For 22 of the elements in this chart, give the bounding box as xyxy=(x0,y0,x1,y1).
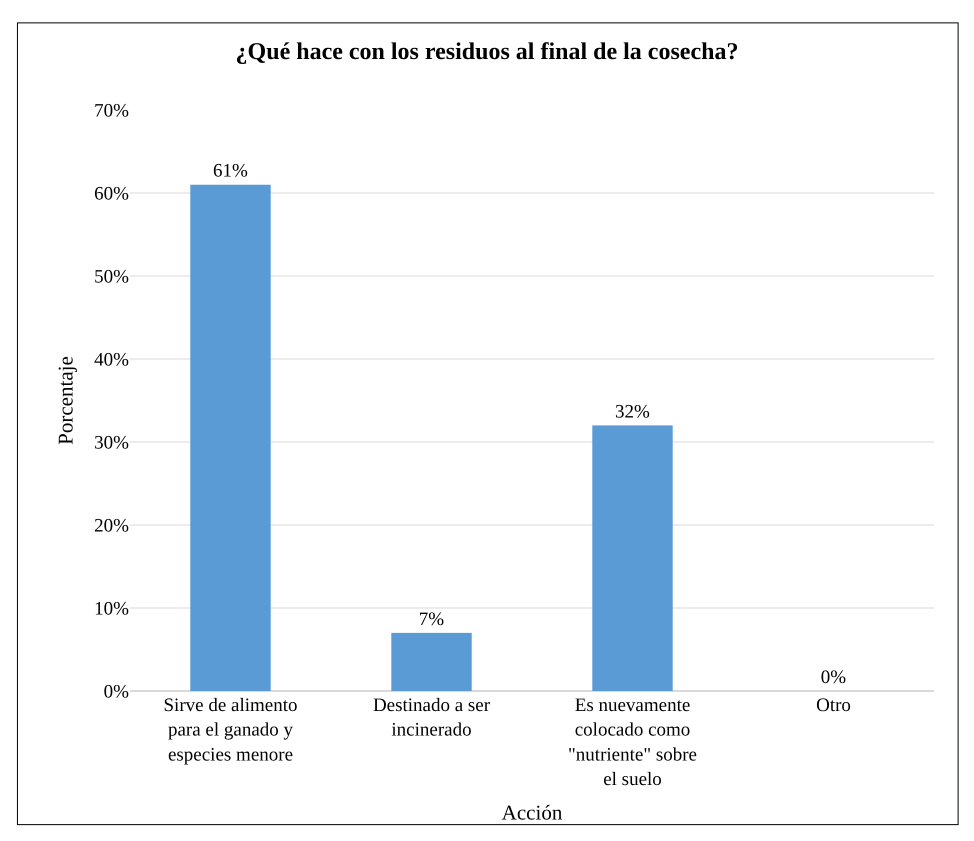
chart-title: ¿Qué hace con los residuos al final de la cosecha? xyxy=(236,38,738,65)
y-axis-title: Porcentaje xyxy=(53,356,78,445)
y-tick-label: 30% xyxy=(94,432,130,454)
y-tick-label: 70% xyxy=(94,100,130,122)
x-tick-label: Otro xyxy=(816,695,851,716)
bar xyxy=(190,184,271,691)
x-tick-label: Sirve de alimento para el ganado y especies menore xyxy=(163,695,298,766)
y-tick-label: 10% xyxy=(94,598,130,620)
data-label: 32% xyxy=(615,401,650,422)
data-label: 7% xyxy=(418,608,444,630)
x-axis-title: Acción xyxy=(502,800,563,824)
y-tick-label: 0% xyxy=(104,682,130,703)
y-tick-label: 60% xyxy=(94,184,130,205)
x-tick-label: Es nuevamente colocado como "nutriente" sobre el suelo xyxy=(568,695,697,790)
y-tick-label: 40% xyxy=(94,350,130,371)
data-label: 61% xyxy=(213,160,248,182)
y-tick-label: 20% xyxy=(94,516,130,537)
y-tick-label: 50% xyxy=(94,266,130,288)
data-label: 0% xyxy=(820,667,846,688)
x-tick-label: Destinado a ser incinerado xyxy=(372,695,491,741)
bar xyxy=(391,632,472,691)
bar xyxy=(592,425,673,691)
